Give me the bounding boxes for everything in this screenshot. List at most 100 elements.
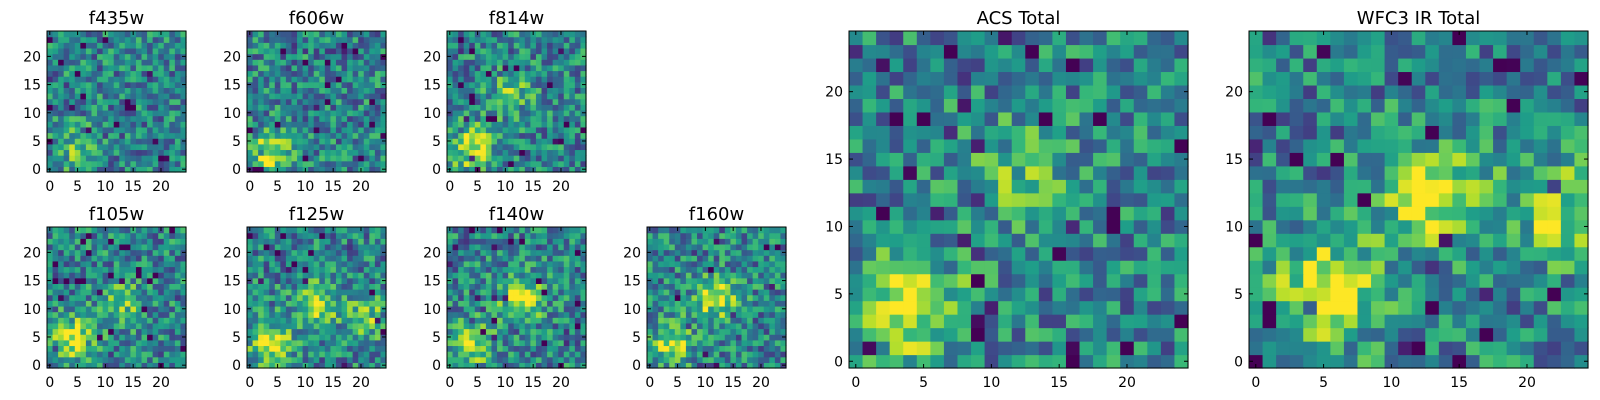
heatmap-cell [502, 317, 509, 324]
heatmap-cell [658, 294, 665, 301]
heatmap-cell [130, 42, 137, 49]
heatmap-cell [730, 266, 737, 273]
heatmap-cell [358, 143, 365, 151]
heatmap-cell [647, 283, 654, 290]
heatmap-cell [752, 351, 759, 358]
heatmap-cell [741, 266, 748, 273]
heatmap-cell [663, 356, 670, 363]
heatmap-cell [497, 104, 504, 111]
heatmap-cell [380, 238, 387, 245]
heatmap-cell [85, 115, 93, 122]
heatmap-cell [485, 238, 493, 245]
heatmap-cell [152, 339, 159, 347]
heatmap-cell [374, 36, 382, 43]
heatmap-cell [52, 345, 59, 352]
heatmap-cell [324, 283, 331, 290]
heatmap-cell [369, 345, 376, 352]
heatmap-cell [780, 339, 787, 347]
heatmap-cell [769, 266, 776, 273]
heatmap-cell [691, 334, 698, 341]
heatmap-cell [780, 351, 787, 358]
heatmap-cell [358, 243, 365, 251]
heatmap-cell [269, 126, 276, 134]
heatmap-cell [80, 305, 87, 313]
heatmap-cell [280, 64, 287, 72]
heatmap-cell [358, 104, 365, 111]
heatmap-cell [652, 339, 659, 347]
heatmap-cell [563, 289, 570, 296]
heatmap-cell [280, 149, 287, 156]
heatmap-cell [285, 260, 293, 268]
heatmap-cell [341, 277, 348, 284]
heatmap-cell [74, 255, 81, 262]
heatmap-cell [52, 121, 59, 128]
heatmap-cell [302, 339, 309, 347]
heatmap-cell [563, 266, 570, 273]
heatmap-cell [130, 243, 137, 251]
heatmap-cell [519, 328, 526, 335]
heatmap-cell [1093, 273, 1108, 288]
heatmap-cell [519, 232, 526, 239]
heatmap-cell [102, 155, 109, 162]
heatmap-cell [363, 249, 370, 256]
heatmap-cell [502, 277, 509, 284]
heatmap-cell [1052, 233, 1067, 248]
heatmap-cell [916, 219, 931, 234]
heatmap-cell [491, 266, 498, 273]
heatmap-cell [280, 36, 287, 43]
heatmap-cell [1133, 233, 1148, 248]
heatmap-cell [274, 277, 281, 284]
heatmap-cell [313, 98, 320, 105]
heatmap-cell [1065, 152, 1081, 167]
heatmap-cell [452, 59, 459, 66]
heatmap-cell [180, 64, 187, 72]
heatmap-cell [274, 311, 281, 318]
heatmap-cell [285, 243, 293, 251]
heatmap-cell [374, 59, 382, 66]
heatmap-cell [452, 121, 459, 128]
heatmap-cell [774, 351, 782, 358]
heatmap-cell [163, 166, 170, 173]
heatmap-cell [1065, 314, 1081, 329]
heatmap-cell [971, 179, 986, 194]
heatmap-cell [130, 36, 137, 43]
heatmap-cell [580, 266, 587, 273]
heatmap-cell [285, 166, 293, 173]
heatmap-cell [541, 53, 548, 60]
heatmap-cell [541, 255, 548, 262]
heatmap-cell [102, 283, 109, 290]
heatmap-cell [458, 362, 465, 369]
heatmap-cell [347, 328, 354, 335]
heatmap-cell [247, 260, 254, 268]
heatmap-cell [152, 351, 159, 358]
heatmap-cell [269, 81, 276, 88]
heatmap-cell [552, 53, 559, 60]
heatmap-cell [580, 283, 587, 290]
heatmap-cell [174, 155, 182, 162]
heatmap-cell [258, 334, 265, 341]
heatmap-cell [647, 255, 654, 262]
heatmap-cell [97, 47, 104, 55]
heatmap-cell [280, 322, 287, 330]
heatmap-cell [313, 339, 320, 347]
heatmap-cell [563, 98, 570, 105]
heatmap-cell [85, 356, 93, 363]
heatmap-cell [135, 227, 143, 234]
heatmap-cell [943, 314, 959, 329]
heatmap-cell [876, 233, 891, 248]
heatmap-cell [713, 289, 720, 296]
heatmap-cell [513, 272, 520, 279]
heatmap-cell [463, 356, 470, 363]
heatmap-cell [335, 70, 343, 77]
heatmap-cell [524, 149, 531, 156]
heatmap-cell [324, 47, 331, 55]
heatmap-cell [574, 81, 582, 88]
heatmap-cell [669, 311, 676, 318]
heatmap-cell [502, 87, 509, 94]
heatmap-cell [1120, 287, 1135, 302]
heatmap-cell [180, 160, 187, 167]
heatmap-cell [141, 109, 148, 117]
heatmap-cell [1147, 246, 1162, 261]
heatmap-cell [52, 109, 59, 117]
heatmap-cell [702, 249, 709, 256]
